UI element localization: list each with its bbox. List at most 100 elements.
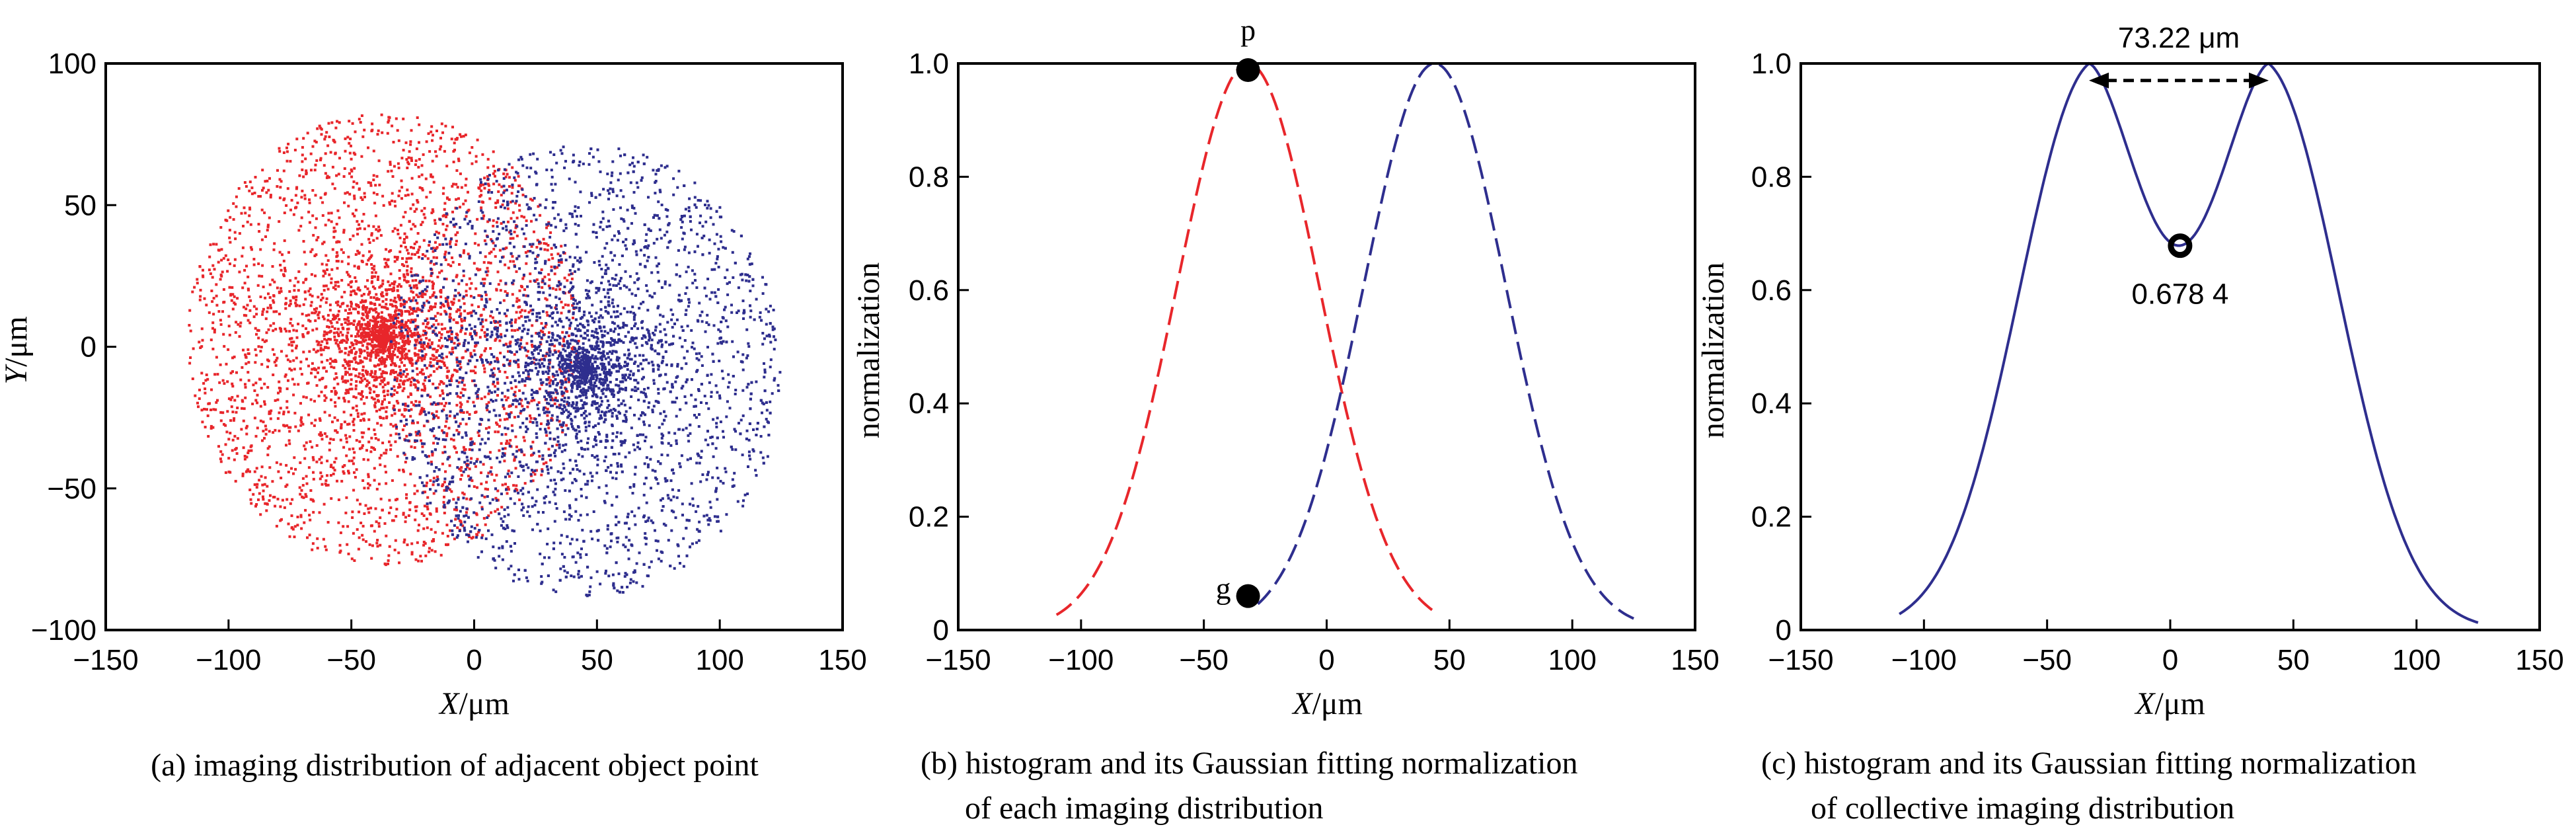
scatter-point [415,294,418,297]
scatter-point [476,395,479,398]
scatter-point [315,460,319,463]
scatter-point [584,420,587,424]
scatter-point [295,356,298,360]
scatter-point [362,304,365,307]
scatter-point [487,455,490,458]
scatter-point [398,189,401,192]
scatter-point [663,280,667,284]
scatter-point [391,353,394,356]
scatter-point [412,223,415,226]
scatter-point [412,247,415,250]
scatter-point [408,377,411,381]
scatter-point [264,296,267,299]
scatter-point [294,425,297,428]
scatter-point [352,423,356,426]
scatter-point [357,335,360,338]
scatter-point [468,277,471,280]
scatter-point [436,386,439,389]
scatter-point [506,173,509,176]
scatter-point [328,309,332,312]
scatter-point [396,229,399,231]
scatter-point [382,407,385,410]
scatter-point [511,237,515,240]
scatter-point [245,356,248,358]
scatter-point [328,136,331,138]
scatter-point [355,326,358,329]
scatter-point [317,395,321,398]
scatter-point [458,467,461,471]
scatter-point [441,532,444,535]
scatter-point [401,428,404,432]
scatter-point [423,385,426,388]
scatter-point [393,354,397,356]
scatter-point [348,141,351,145]
scatter-point [518,204,521,207]
scatter-point [314,274,317,278]
scatter-point [476,138,479,141]
scatter-point [449,377,453,380]
scatter-point [439,145,443,148]
scatter-point [292,213,295,216]
scatter-point [336,331,339,335]
scatter-point [406,330,409,333]
scatter-point [306,132,309,135]
scatter-point [429,305,432,308]
scatter-point [435,507,438,510]
scatter-point [492,182,496,186]
scatter-point [529,198,532,201]
scatter-point [459,172,462,175]
scatter-point [373,345,377,348]
scatter-point [371,338,374,341]
scatter-point [599,340,603,343]
scatter-point [383,522,387,525]
scatter-point [448,338,451,341]
scatter-point [332,235,336,239]
scatter-point [200,327,204,331]
scatter-point [657,460,660,463]
scatter-point [268,466,272,469]
scatter-point [245,307,248,311]
scatter-point [253,389,256,392]
scatter-point [444,297,447,300]
scatter-point [358,355,361,358]
scatter-point [350,286,353,288]
scatter-point [527,250,530,253]
scatter-point [254,434,258,438]
scatter-point [408,313,411,316]
scatter-point [421,221,424,224]
scatter-point [209,409,212,411]
scatter-point [505,246,508,249]
scatter-point [261,264,264,267]
scatter-point [333,335,336,338]
scatter-point [280,350,283,353]
scatter-point [383,465,387,468]
scatter-point [578,576,581,579]
scatter-point [366,342,369,346]
scatter-point [422,514,426,517]
scatter-point [545,370,548,374]
scatter-point [417,248,420,251]
scatter-point [345,440,348,444]
scatter-point [313,307,316,311]
scatter-point [361,254,365,257]
scatter-point [486,166,490,169]
scatter-point [370,281,373,284]
scatter-point [273,280,276,284]
scatter-point [204,391,207,395]
scatter-point [289,302,292,305]
scatter-point [358,340,361,344]
scatter-point [691,282,695,285]
scatter-point [329,151,332,154]
scatter-point [352,307,355,311]
scatter-point [234,237,237,241]
scatter-point [333,461,336,464]
scatter-point [248,489,252,491]
scatter-point [429,357,432,360]
scatter-point [636,446,639,449]
scatter-point [411,279,414,282]
scatter-point [431,208,434,212]
scatter-point [441,409,444,413]
scatter-point [455,310,459,313]
scatter-point [314,226,317,229]
scatter-point [280,180,283,183]
